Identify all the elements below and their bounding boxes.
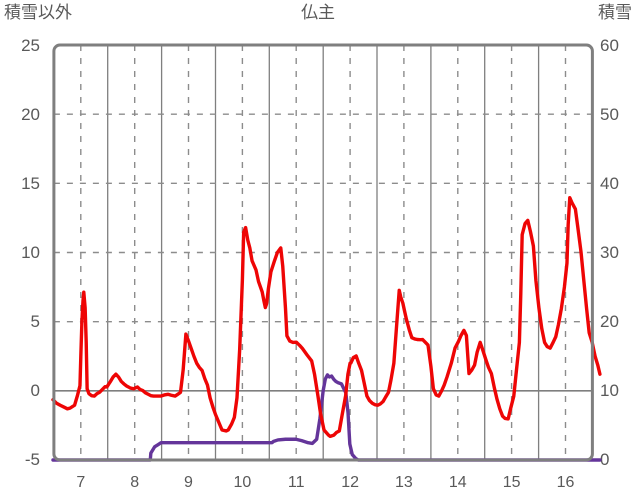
svg-text:40: 40 (600, 174, 619, 193)
svg-text:仏主: 仏主 (301, 3, 335, 22)
svg-text:30: 30 (600, 243, 619, 262)
svg-text:積雪以外: 積雪以外 (4, 3, 72, 22)
svg-text:20: 20 (21, 105, 40, 124)
svg-text:50: 50 (600, 105, 619, 124)
svg-text:14: 14 (449, 474, 467, 491)
svg-text:積雪: 積雪 (598, 3, 632, 22)
svg-text:60: 60 (600, 36, 619, 55)
svg-text:11: 11 (288, 474, 305, 491)
svg-text:20: 20 (600, 312, 619, 331)
svg-text:-5: -5 (25, 450, 40, 469)
svg-text:5: 5 (31, 312, 40, 331)
svg-text:10: 10 (21, 243, 40, 262)
svg-text:7: 7 (76, 474, 85, 491)
svg-text:13: 13 (395, 474, 413, 491)
svg-text:25: 25 (21, 36, 40, 55)
svg-text:15: 15 (503, 474, 521, 491)
svg-text:8: 8 (130, 474, 139, 491)
svg-text:0: 0 (31, 381, 40, 400)
svg-text:10: 10 (234, 474, 252, 491)
svg-text:10: 10 (600, 381, 619, 400)
svg-text:16: 16 (557, 474, 575, 491)
svg-text:9: 9 (184, 474, 193, 491)
svg-text:15: 15 (21, 174, 40, 193)
svg-text:12: 12 (341, 474, 359, 491)
